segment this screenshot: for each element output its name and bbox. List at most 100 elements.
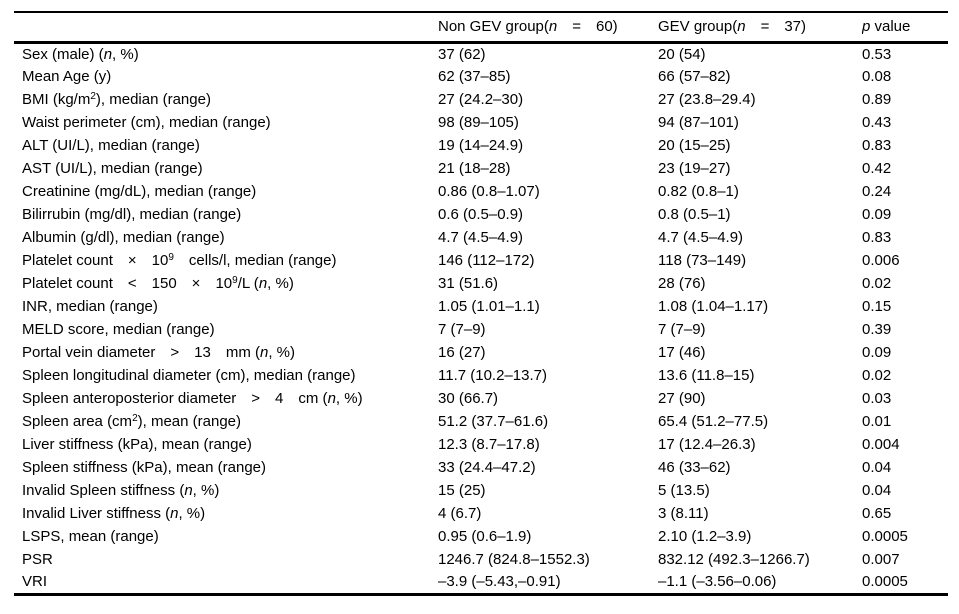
p-value: 0.0005 [862,528,908,545]
row-label: Invalid Spleen stiffness (n, %) [22,482,220,499]
p-value: 0.006 [862,252,900,269]
non-gev-value: 31 (51.6) [438,275,499,292]
table-row: Albumin (g/dl), median (range) 4.7 (4.5–4… [14,226,948,249]
table-row: BMI (kg/m2), median (range) 27 (24.2–30) 2… [14,88,948,111]
p-value: 0.39 [862,321,892,338]
row-label: Platelet count × 109 cells/l, median (ra… [22,252,337,269]
table-row: Creatinine (mg/dL), median (range) 0.86 (… [14,180,948,203]
header-row: Non GEV group(n = 60) GEV group(n = 37) p … [14,12,948,42]
gev-value: 27 (90) [658,390,706,407]
table-row: AST (UI/L), median (range) 21 (18–28) 23 (… [14,157,948,180]
table-row: Invalid Spleen stiffness (n, %) 15 (25) 5 … [14,479,948,502]
row-label: LSPS, mean (range) [22,528,159,545]
non-gev-value: 4.7 (4.5–4.9) [438,229,524,246]
table-row: Sex (male) (n, %) 37 (62) 20 (54) 0.53 [14,42,948,65]
p-value: 0.83 [862,229,892,246]
non-gev-value: 1.05 (1.01–1.1) [438,298,540,315]
row-label: Platelet count < 150 × 109/L (n, %) [22,275,294,292]
gev-value: 832.12 (492.3–1266.7) [658,551,810,568]
non-gev-value: 0.6 (0.5–0.9) [438,206,524,223]
row-label: Sex (male) (n, %) [22,45,139,63]
table-row: Waist perimeter (cm), median (range) 98 (… [14,111,948,134]
table-row: Platelet count × 109 cells/l, median (ra… [14,249,948,272]
non-gev-value: 51.2 (37.7–61.6) [438,413,549,430]
gev-value: 4.7 (4.5–4.9) [658,229,744,246]
row-label: AST (UI/L), median (range) [22,160,203,177]
p-value: 0.83 [862,137,892,154]
non-gev-value: 4 (6.7) [438,505,482,522]
p-value: 0.65 [862,505,892,522]
table-row: Spleen longitudinal diameter (cm), media… [14,364,948,387]
row-label: Liver stiffness (kPa), mean (range) [22,436,252,453]
gev-value: 17 (12.4–26.3) [658,436,756,453]
row-label: Portal vein diameter > 13 mm (n, %) [22,344,296,361]
non-gev-value: 0.95 (0.6–1.9) [438,528,532,545]
p-value: 0.04 [862,482,892,499]
table-row: Spleen stiffness (kPa), mean (range) 33 (… [14,456,948,479]
non-gev-value: 33 (24.4–47.2) [438,459,536,476]
p-value: 0.15 [862,298,892,315]
p-value: 0.09 [862,206,892,223]
table-row: VRI –3.9 (–5.43,–0.91) –1.1 (–3.56–0.06) 0.… [14,571,948,594]
non-gev-value: 11.7 (10.2–13.7) [438,367,547,384]
row-label: Waist perimeter (cm), median (range) [22,114,271,131]
gev-value: 17 (46) [658,344,706,361]
table-row: PSR 1246.7 (824.8–1552.3) 832.12 (492.3–12… [14,548,948,571]
non-gev-value: 1246.7 (824.8–1552.3) [438,551,590,568]
non-gev-value: 30 (66.7) [438,390,499,407]
gev-value: 2.10 (1.2–3.9) [658,528,752,545]
gev-value: 28 (76) [658,275,706,292]
gev-value: 23 (19–27) [658,160,731,177]
p-value: 0.43 [862,114,892,131]
non-gev-value: 0.86 (0.8–1.07) [438,183,540,200]
p-value: 0.09 [862,344,892,361]
non-gev-value: 7 (7–9) [438,321,486,338]
gev-value: 1.08 (1.04–1.17) [658,298,769,315]
p-value: 0.007 [862,551,900,568]
non-gev-value: 27 (24.2–30) [438,91,524,108]
p-value: 0.02 [862,275,892,292]
gev-value: 20 (54) [658,45,706,63]
row-label: BMI (kg/m2), median (range) [22,91,211,108]
gev-value: 66 (57–82) [658,68,731,85]
gev-value: 0.82 (0.8–1) [658,183,739,200]
table-row: Platelet count < 150 × 109/L (n, %) 31 (5… [14,272,948,295]
table-body: Sex (male) (n, %) 37 (62) 20 (54) 0.53 Mean … [14,42,948,594]
non-gev-value: 98 (89–105) [438,114,519,131]
non-gev-value: 15 (25) [438,482,486,499]
gev-value: 20 (15–25) [658,137,731,154]
row-label: Invalid Liver stiffness (n, %) [22,505,206,522]
gev-value: 65.4 (51.2–77.5) [658,413,769,430]
p-value: 0.02 [862,367,892,384]
p-value: 0.42 [862,160,892,177]
row-label: Spleen area (cm2), mean (range) [22,413,241,430]
p-value: 0.24 [862,183,892,200]
row-label: VRI [22,573,48,591]
gev-value: 0.8 (0.5–1) [658,206,731,223]
row-label: PSR [22,551,53,568]
gev-value: 27 (23.8–29.4) [658,91,756,108]
table-row: Spleen anteroposterior diameter > 4 cm (… [14,387,948,410]
gev-value: 3 (8.11) [658,505,709,522]
p-value: 0.03 [862,390,892,407]
table-row: LSPS, mean (range) 0.95 (0.6–1.9) 2.10 (1.… [14,525,948,548]
non-gev-value: 146 (112–172) [438,252,535,269]
table-row: Portal vein diameter > 13 mm (n, %) 16 (2… [14,341,948,364]
row-label: Bilirrubin (mg/dl), median (range) [22,206,242,223]
p-value: 0.04 [862,459,892,476]
non-gev-value: 16 (27) [438,344,486,361]
column-header-empty [14,12,438,42]
table-row: ALT (UI/L), median (range) 19 (14–24.9) 20… [14,134,948,157]
row-label: MELD score, median (range) [22,321,215,338]
column-header-gev: GEV group(n = 37) [658,18,807,36]
table-row: INR, median (range) 1.05 (1.01–1.1) 1.08 (… [14,295,948,318]
non-gev-value: 21 (18–28) [438,160,511,177]
row-label: Spleen stiffness (kPa), mean (range) [22,459,267,476]
table-row: Liver stiffness (kPa), mean (range) 12.3 … [14,433,948,456]
comparison-table: Non GEV group(n = 60) GEV group(n = 37) p … [14,11,948,596]
table-row: MELD score, median (range) 7 (7–9) 7 (7–9)… [14,318,948,341]
row-label: INR, median (range) [22,298,158,315]
gev-value: 118 (73–149) [658,252,747,269]
non-gev-value: 19 (14–24.9) [438,137,524,154]
